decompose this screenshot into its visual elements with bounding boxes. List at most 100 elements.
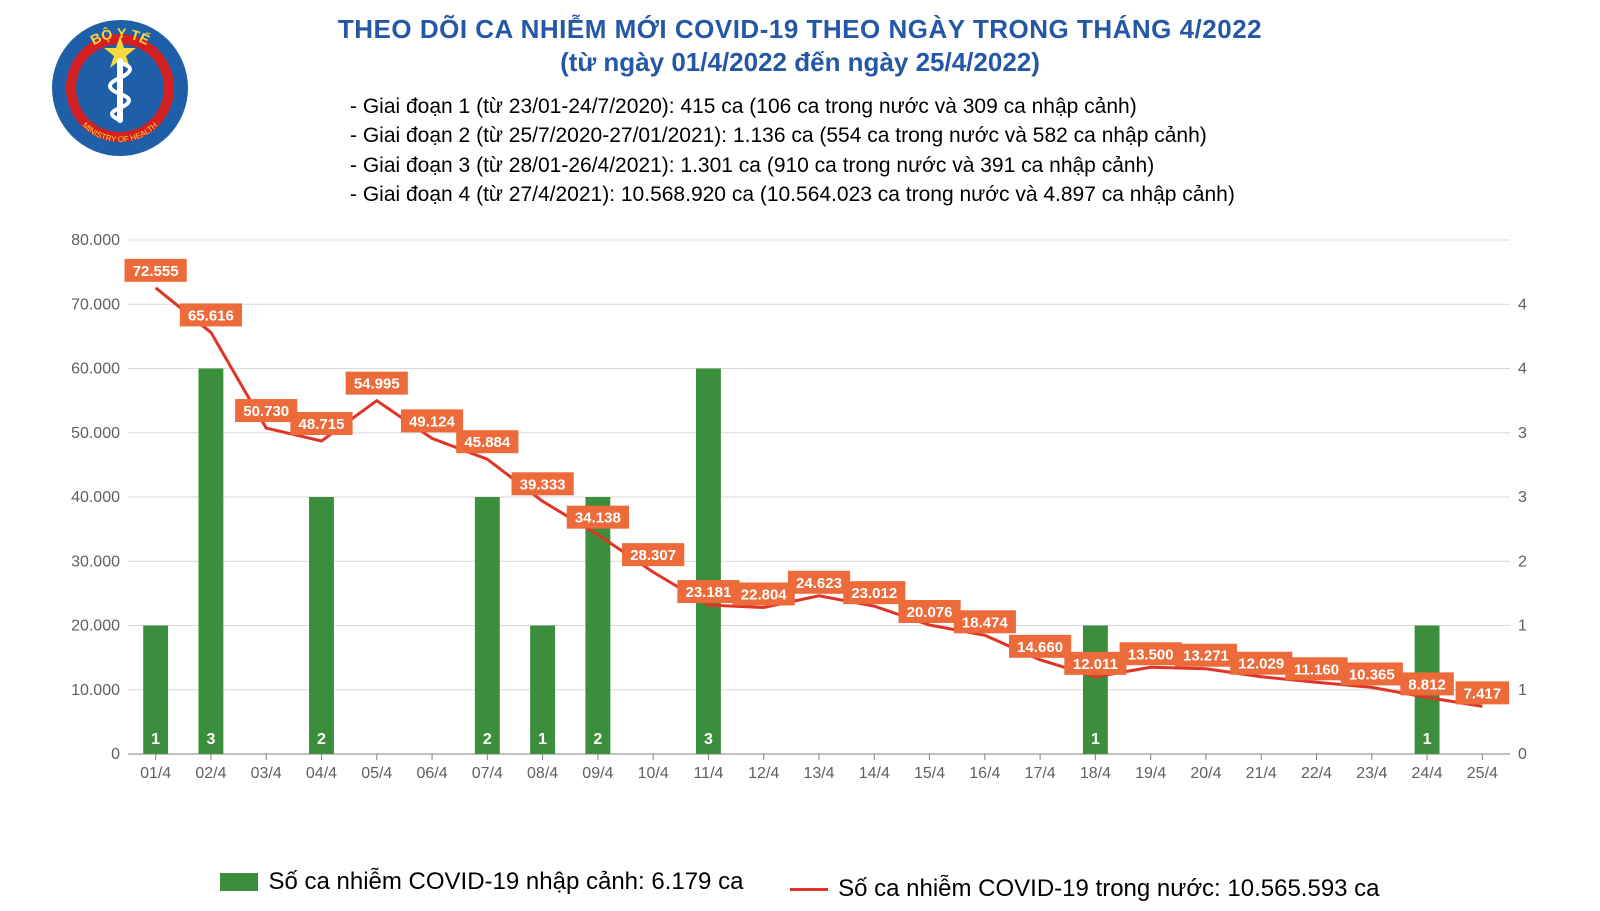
x-tick-label: 18/4 — [1080, 765, 1111, 782]
line-value-label: 34.138 — [575, 510, 621, 527]
bar-value-label: - — [761, 731, 766, 748]
line-value-label: 50.730 — [243, 403, 289, 420]
x-tick-label: 22/4 — [1301, 765, 1332, 782]
right-tick-label: 4 — [1518, 361, 1527, 378]
left-tick-label: 80.000 — [71, 232, 120, 249]
line-value-label: 14.660 — [1017, 639, 1063, 656]
bar-value-label: - — [1314, 731, 1319, 748]
bar-value-label: - — [927, 731, 932, 748]
chart-header: THEO DÕI CA NHIỄM MỚI COVID-19 THEO NGÀY… — [0, 14, 1600, 78]
line-value-label: 12.029 — [1238, 656, 1284, 673]
line-value-label: 48.715 — [299, 416, 345, 433]
left-tick-label: 0 — [111, 746, 120, 763]
x-tick-label: 20/4 — [1190, 765, 1221, 782]
bar-value-label: 1 — [538, 731, 547, 748]
line-value-label: 8.812 — [1408, 676, 1446, 693]
x-tick-label: 03/4 — [251, 765, 282, 782]
x-tick-label: 04/4 — [306, 765, 337, 782]
x-tick-label: 13/4 — [803, 765, 834, 782]
line-value-label: 20.076 — [907, 604, 953, 621]
bar-value-label: - — [1037, 731, 1042, 748]
x-tick-label: 10/4 — [638, 765, 669, 782]
x-tick-label: 16/4 — [969, 765, 1000, 782]
x-tick-label: 12/4 — [748, 765, 779, 782]
chart-svg: 0 10.000 20.000 30.000 40.000 50.000 60.000 70.… — [70, 230, 1550, 800]
bar — [309, 497, 334, 754]
line-value-label: 45.884 — [464, 434, 511, 451]
x-tick-label: 09/4 — [582, 765, 613, 782]
x-tick-label: 05/4 — [361, 765, 392, 782]
right-tick-label: 3 — [1518, 425, 1527, 442]
note-line: - Giai đoạn 4 (từ 27/4/2021): 10.568.920… — [350, 180, 1235, 209]
line-value-label: 65.616 — [188, 307, 234, 324]
left-tick-label: 20.000 — [71, 618, 120, 635]
line-value-label: 54.995 — [354, 376, 400, 393]
bar-value-label: - — [264, 731, 269, 748]
line-value-label: 39.333 — [520, 476, 566, 493]
legend-line-label: Số ca nhiễm COVID-19 trong nước: 10.565.… — [838, 875, 1379, 903]
bar — [475, 497, 500, 754]
bar-value-label: 3 — [704, 731, 713, 748]
bar-value-label: - — [1259, 731, 1264, 748]
bar-value-label: - — [816, 731, 821, 748]
bar-value-label: 1 — [151, 731, 160, 748]
x-tick-label: 07/4 — [472, 765, 503, 782]
left-tick-label: 70.000 — [71, 296, 120, 313]
line-value-label: 18.474 — [962, 614, 1009, 631]
legend-line-icon — [790, 888, 828, 891]
line-value-label: 13.271 — [1183, 648, 1229, 665]
right-tick-label: 0 — [1518, 746, 1527, 763]
bar-value-label: - — [374, 731, 379, 748]
legend-bar-item: Số ca nhiễm COVID-19 nhập cảnh: 6.179 ca — [220, 868, 743, 896]
line-value-label: 23.181 — [685, 584, 731, 601]
right-tick-label: 1 — [1518, 618, 1527, 635]
x-tick-label: 11/4 — [693, 765, 723, 782]
bar-value-label: 2 — [317, 731, 326, 748]
bar-value-label: - — [429, 731, 434, 748]
bar-value-label: 2 — [593, 731, 602, 748]
chart-legend: Số ca nhiễm COVID-19 nhập cảnh: 6.179 ca… — [0, 868, 1600, 904]
line-value-label: 23.012 — [851, 585, 897, 602]
note-line: - Giai đoạn 1 (từ 23/01-24/7/2020): 415 … — [350, 92, 1235, 121]
right-tick-label: 2 — [1518, 553, 1527, 570]
x-tick-label: 06/4 — [416, 765, 447, 782]
left-tick-label: 60.000 — [71, 361, 120, 378]
x-tick-label: 23/4 — [1356, 765, 1387, 782]
x-tick-label: 14/4 — [859, 765, 890, 782]
bar-value-label: - — [650, 731, 655, 748]
line-value-label: 28.307 — [630, 547, 676, 564]
x-tick-label: 25/4 — [1467, 765, 1498, 782]
x-tick-label: 01/4 — [140, 765, 171, 782]
bar-value-label: - — [1148, 731, 1153, 748]
right-tick-label: 4 — [1518, 296, 1527, 313]
x-tick-label: 15/4 — [914, 765, 945, 782]
line-value-label: 11.160 — [1294, 661, 1339, 678]
legend-bar-label: Số ca nhiễm COVID-19 nhập cảnh: 6.179 ca — [268, 868, 743, 896]
x-tick-label: 02/4 — [195, 765, 226, 782]
left-tick-label: 40.000 — [71, 489, 120, 506]
note-line: - Giai đoạn 3 (từ 28/01-26/4/2021): 1.30… — [350, 151, 1235, 180]
line-value-label: 22.804 — [741, 586, 788, 603]
left-tick-label: 30.000 — [71, 553, 120, 570]
left-tick-label: 10.000 — [71, 682, 120, 699]
bar-value-label: 2 — [483, 731, 492, 748]
chart-area: 0 10.000 20.000 30.000 40.000 50.000 60.000 70.… — [70, 230, 1550, 800]
bar — [198, 369, 223, 755]
bar-value-label: 1 — [1423, 731, 1432, 748]
phase-notes: - Giai đoạn 1 (từ 23/01-24/7/2020): 415 … — [350, 92, 1235, 210]
x-tick-label: 19/4 — [1135, 765, 1166, 782]
note-line: - Giai đoạn 2 (từ 25/7/2020-27/01/2021):… — [350, 121, 1235, 150]
right-tick-label: 3 — [1518, 489, 1527, 506]
bar-value-label: 3 — [206, 731, 215, 748]
line-value-label: 7.417 — [1464, 685, 1502, 702]
right-tick-label: 1 — [1518, 682, 1527, 699]
legend-bar-icon — [220, 873, 258, 891]
x-tick-label: 21/4 — [1246, 765, 1277, 782]
x-tick-label: 17/4 — [1025, 765, 1056, 782]
line-value-label: 72.555 — [133, 263, 179, 280]
chart-subtitle: (từ ngày 01/4/2022 đến ngày 25/4/2022) — [0, 47, 1600, 78]
bar-value-label: - — [1203, 731, 1208, 748]
line-value-label: 49.124 — [409, 413, 456, 430]
bar-value-label: - — [1369, 731, 1374, 748]
left-tick-label: 50.000 — [71, 425, 120, 442]
